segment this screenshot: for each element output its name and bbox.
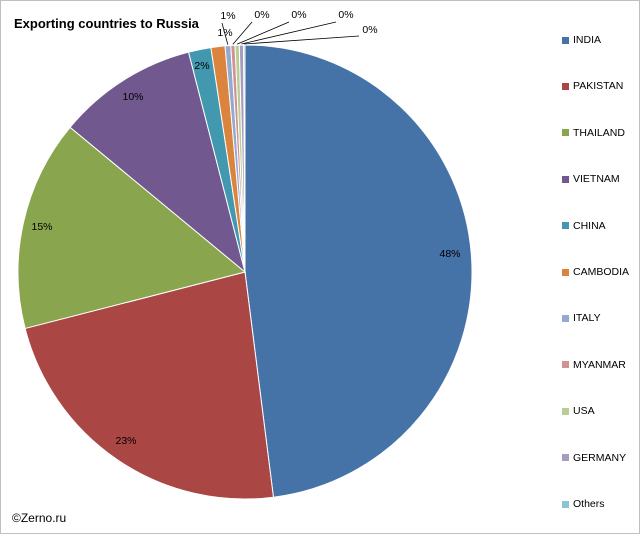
legend-swatch	[562, 361, 569, 369]
data-label-germany: 0%	[338, 9, 353, 21]
legend-label: MYANMAR	[573, 358, 626, 371]
data-label-pakistan: 23%	[115, 435, 136, 447]
pie-slice-vietnam	[69, 51, 246, 274]
legend-item-thailand: THAILAND	[562, 126, 625, 140]
legend-label: Others	[573, 498, 605, 510]
legend-item-usa: USA	[562, 404, 595, 418]
legend-swatch	[562, 82, 569, 90]
pie-slice-thailand	[17, 126, 247, 330]
legend-label: THAILAND	[573, 126, 625, 139]
legend-swatch	[562, 314, 569, 322]
legend-item-germany: GERMANY	[562, 451, 626, 465]
chart-title: Exporting countries to Russia	[14, 16, 199, 31]
legend-swatch	[562, 454, 569, 462]
data-label-india: 48%	[439, 248, 460, 260]
pie-slice-others	[243, 44, 246, 273]
leader-line-others	[244, 35, 360, 45]
legend-label: CAMBODIA	[573, 266, 630, 278]
data-label-usa: 0%	[291, 9, 306, 21]
legend-item-italy: ITALY	[562, 311, 601, 325]
legend-label: CHINA	[573, 219, 606, 232]
pie-slice-india	[244, 44, 473, 498]
legend-label: PAKISTAN	[573, 80, 624, 93]
legend-label: VIETNAM	[573, 173, 620, 186]
legend-item-myanmar: MYANMAR	[562, 358, 626, 372]
data-label-italy: 1%	[220, 10, 235, 22]
legend-swatch	[562, 129, 569, 137]
legend-swatch	[562, 407, 569, 415]
legend-label: ITALY	[573, 312, 601, 325]
legend-swatch	[562, 175, 569, 183]
data-label-china: 2%	[194, 60, 209, 72]
leader-line-myanmar	[232, 21, 253, 45]
data-label-thailand: 15%	[31, 221, 52, 233]
pie-slice-pakistan	[24, 271, 275, 500]
leader-line-italy	[221, 22, 229, 45]
leader-line-germany	[241, 21, 337, 45]
legend-item-china: CHINA	[562, 219, 606, 233]
legend-label: GERMANY	[573, 451, 627, 464]
legend-item-cambodia: CAMBODIA	[562, 265, 629, 279]
legend-item-others: Others	[562, 497, 605, 511]
leader-line-usa	[236, 21, 290, 45]
legend-swatch	[562, 500, 569, 508]
legend-label: INDIA	[573, 34, 602, 46]
legend-swatch	[562, 36, 569, 44]
legend-item-pakistan: PAKISTAN	[562, 79, 623, 93]
data-label-myanmar: 0%	[254, 9, 269, 21]
legend-item-vietnam: VIETNAM	[562, 172, 620, 186]
legend-swatch	[562, 268, 569, 276]
source-credit: ©Zerno.ru	[12, 511, 67, 525]
legend-label: USA	[573, 405, 595, 418]
legend-swatch	[562, 222, 569, 230]
legend-item-india: INDIA	[562, 33, 601, 47]
data-label-others: 0%	[362, 24, 377, 36]
data-label-vietnam: 10%	[122, 91, 143, 103]
